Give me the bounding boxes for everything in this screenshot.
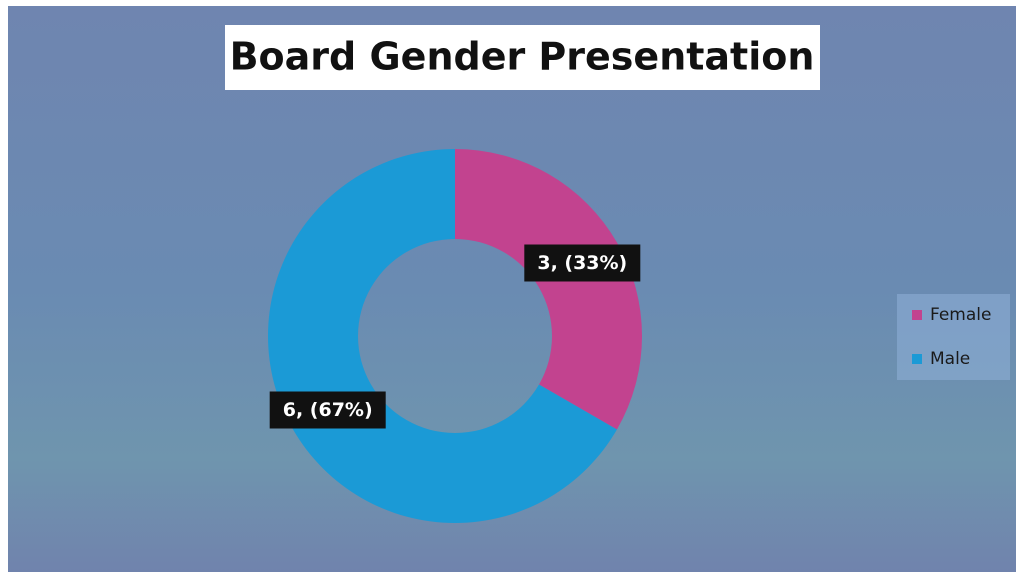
legend-label: Female bbox=[930, 305, 991, 325]
chart-title: Board Gender Presentation bbox=[230, 35, 815, 79]
title-box bbox=[225, 25, 820, 90]
data-label: 6, (67%) bbox=[283, 399, 373, 421]
legend-box bbox=[897, 294, 1010, 380]
legend-swatch bbox=[912, 310, 922, 320]
data-label-box bbox=[269, 391, 386, 429]
data-label: 3, (33%) bbox=[537, 252, 627, 274]
legend-swatch bbox=[912, 354, 922, 364]
data-label-box bbox=[524, 244, 641, 282]
legend-label: Male bbox=[930, 349, 970, 369]
donut-slice bbox=[455, 149, 643, 430]
donut-slice bbox=[268, 149, 617, 523]
